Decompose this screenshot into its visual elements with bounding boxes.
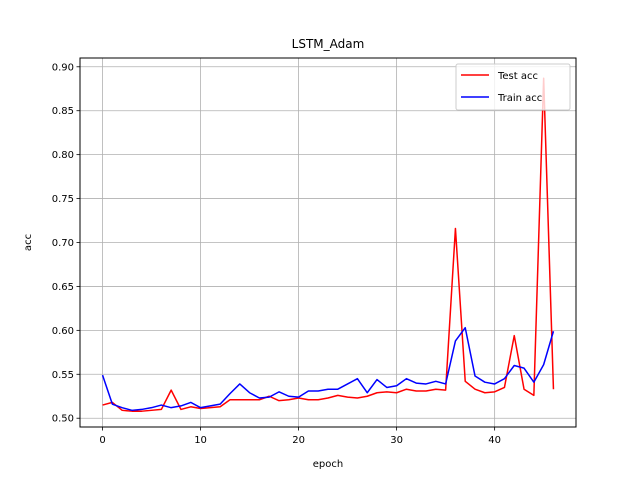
tick-layer: 0 10 20 30 40 0.50 0.55 0.60 0.65 0.70 0.75 0.80 0.8… [52,62,501,446]
legend: Test acc Train acc [455,63,571,111]
y-tick-label: 0.75 [52,194,74,205]
y-axis-title: acc [23,234,34,251]
y-tick-label: 0.50 [52,414,74,425]
y-tick-label: 0.90 [52,62,74,73]
x-tick-label: 20 [292,435,305,446]
x-tick-label: 0 [99,435,105,446]
x-tick-label: 30 [390,435,403,446]
x-tick-label: 10 [194,435,207,446]
series-line-test-acc [102,77,555,412]
series-layer [101,77,555,412]
y-tick-label: 0.70 [52,238,74,249]
y-tick-label: 0.60 [52,326,74,337]
legend-label-test-acc: Test acc [497,71,538,82]
y-tick-label: 0.80 [52,150,74,161]
chart-title: LSTM_Adam [292,37,365,51]
x-axis-title: epoch [313,459,343,470]
grid-layer [80,58,576,427]
y-tick-label: 0.65 [52,282,74,293]
y-tick-label: 0.85 [52,106,74,117]
x-tick-label: 40 [488,435,501,446]
y-tick-label: 0.55 [52,370,74,381]
legend-label-train-acc: Train acc [497,93,542,104]
series-line-train-acc [101,326,555,412]
